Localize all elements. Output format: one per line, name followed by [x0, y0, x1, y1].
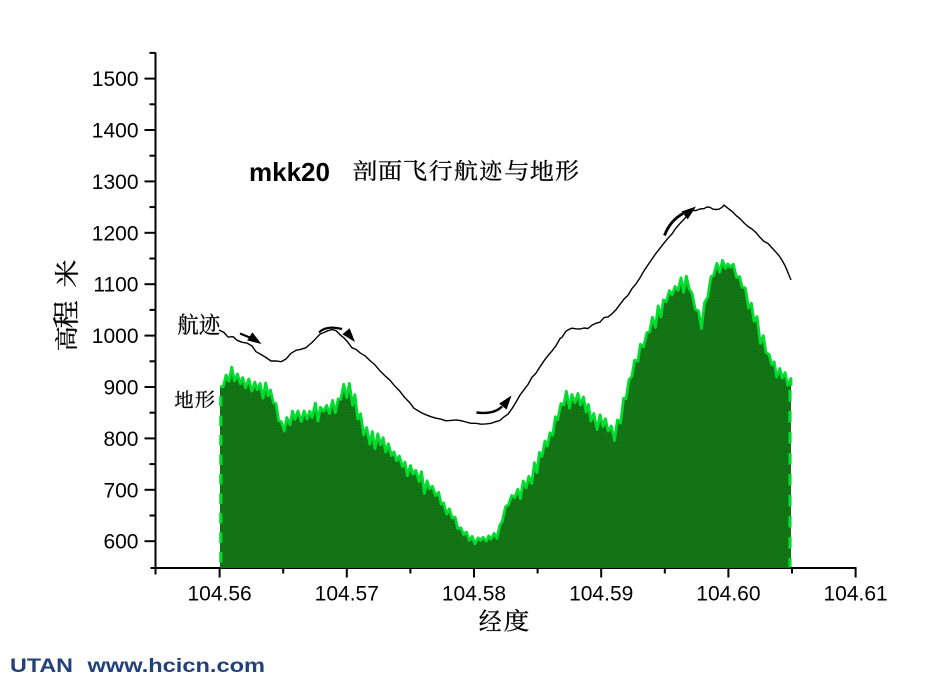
svg-text:1000: 1000: [92, 325, 139, 348]
svg-text:104.59: 104.59: [569, 583, 633, 606]
svg-text:1100: 1100: [93, 274, 138, 297]
svg-text:104.61: 104.61: [823, 583, 887, 606]
svg-text:900: 900: [103, 377, 138, 400]
svg-text:800: 800: [103, 428, 138, 451]
svg-text:1200: 1200: [92, 222, 139, 245]
svg-text:1300: 1300: [92, 171, 139, 194]
svg-text:104.57: 104.57: [315, 583, 379, 606]
svg-text:104.56: 104.56: [187, 583, 251, 606]
svg-text:104.60: 104.60: [696, 583, 760, 606]
svg-text:600: 600: [103, 531, 138, 554]
svg-text:www.hcicn.com: www.hcicn.com: [86, 656, 265, 677]
svg-text:mkk20: mkk20: [249, 157, 330, 187]
svg-text:700: 700: [103, 479, 138, 502]
svg-text:104.58: 104.58: [442, 583, 506, 606]
svg-text:1400: 1400: [92, 120, 139, 143]
svg-text:UTAN: UTAN: [10, 656, 73, 677]
svg-text:1500: 1500: [92, 68, 139, 91]
